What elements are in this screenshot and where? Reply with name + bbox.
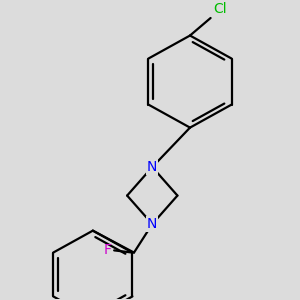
Text: F: F: [104, 243, 112, 257]
Text: N: N: [147, 160, 158, 174]
Text: Cl: Cl: [213, 2, 226, 16]
Text: N: N: [147, 217, 158, 231]
